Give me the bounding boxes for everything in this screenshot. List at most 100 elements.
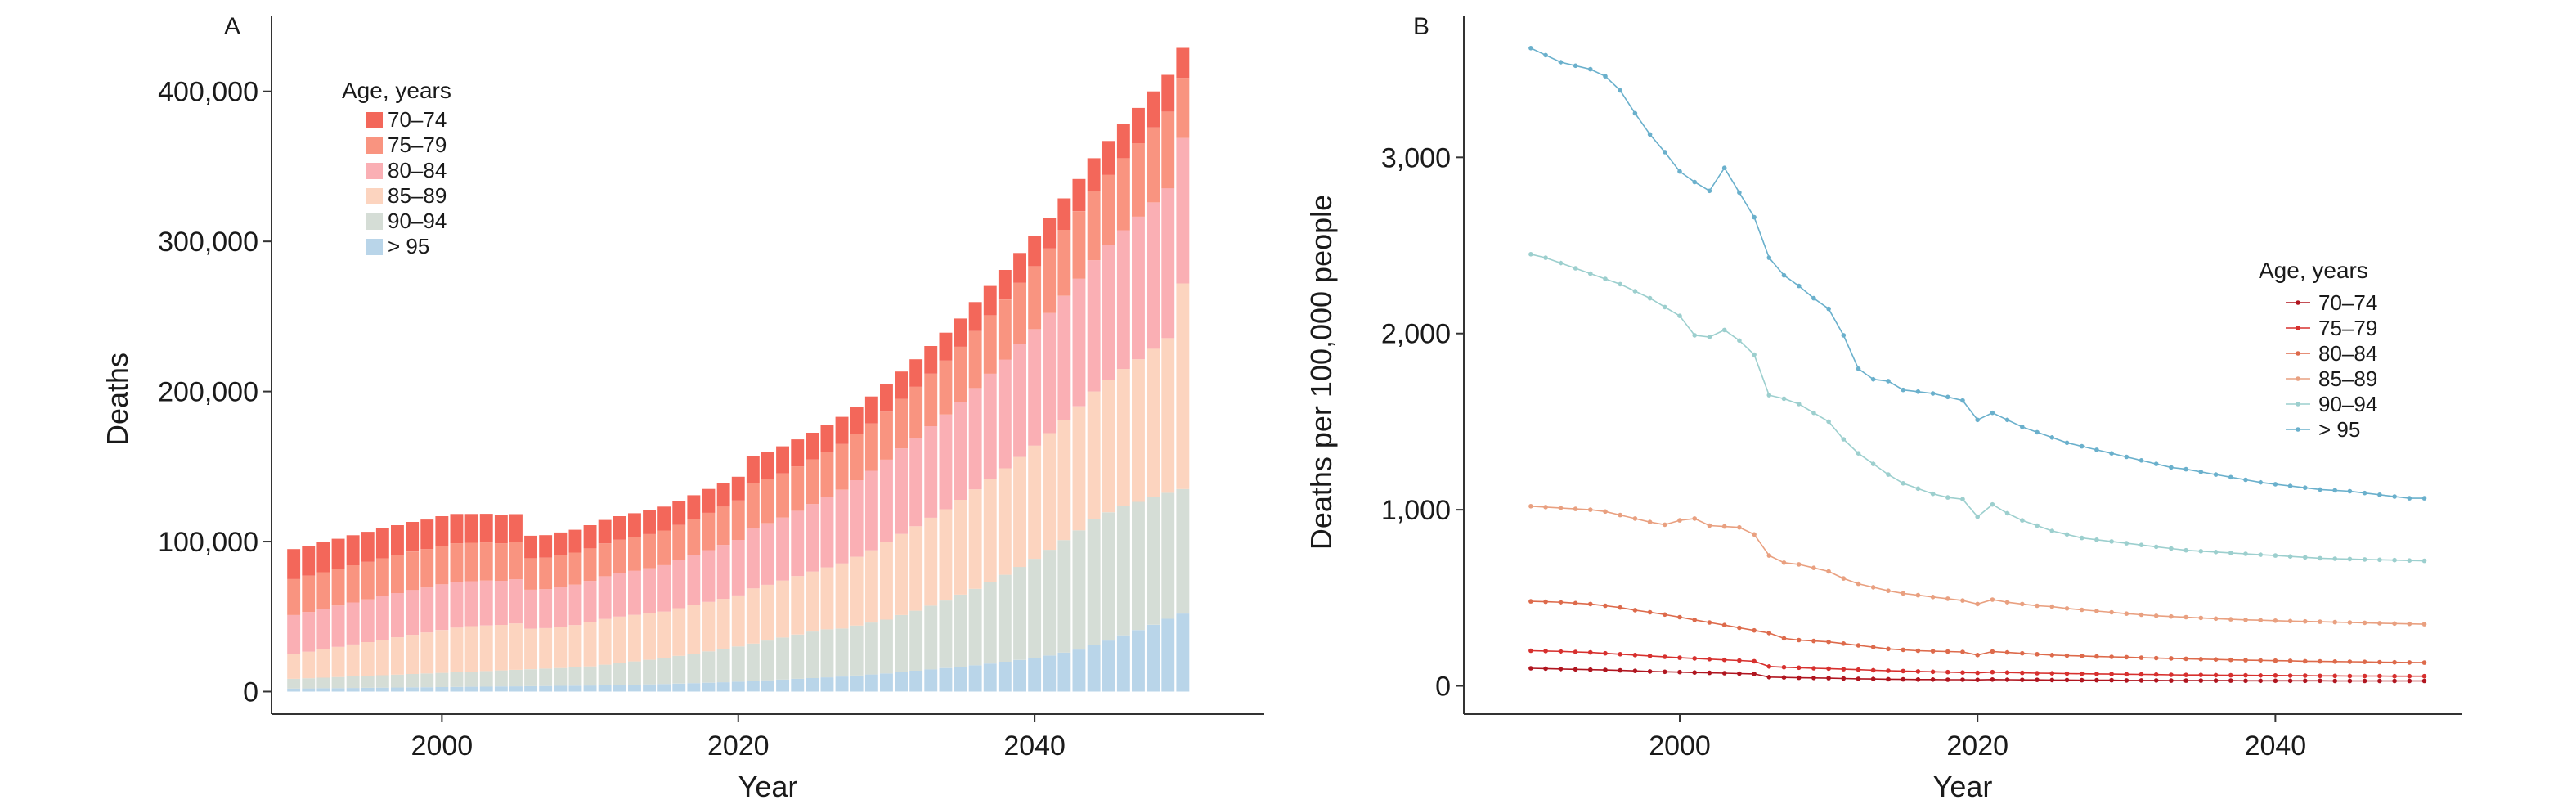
bar-1996-90-94 [375, 675, 389, 688]
bar-1995-95 [361, 687, 375, 692]
point-2034-90-94 [2183, 547, 2188, 553]
bar-2001-90-94 [450, 672, 464, 687]
point-2003-75-79 [1721, 657, 1727, 663]
point-2037-90-94 [2228, 551, 2233, 555]
bar-2023-75-79 [776, 473, 789, 518]
bar-2034-95 [939, 667, 953, 692]
point-2031-90-94 [2138, 542, 2144, 547]
legend-label: 70–74 [2318, 290, 2377, 315]
point-2024-90-94 [2035, 523, 2040, 528]
point-2011-85-89 [1841, 576, 1847, 581]
point-2026-70-74 [2064, 677, 2070, 683]
point-2004-90-94 [1737, 338, 1742, 344]
point-2018-70-74 [1945, 677, 1950, 682]
bar-1993-75-79 [331, 569, 345, 606]
bar-2010-80-84 [583, 581, 597, 622]
point-2037-75-79 [2228, 672, 2233, 678]
point-2036-75-79 [2213, 672, 2219, 678]
bar-2009-75-79 [568, 552, 582, 585]
bar-2030-80-84 [880, 459, 893, 542]
point-2035-90-94 [2198, 549, 2204, 554]
bar-2021-75-79 [746, 483, 760, 528]
point-2024-95 [2035, 429, 2040, 435]
point-2039-95 [2258, 479, 2263, 485]
point-2015-75-79 [1901, 668, 1905, 674]
bar-2048-70-74 [1147, 91, 1160, 128]
bar-2046-90-94 [1116, 506, 1130, 636]
point-2019-75-79 [1960, 670, 1965, 675]
point-2016-70-74 [1915, 677, 1921, 682]
point-2024-75-79 [2035, 671, 2040, 676]
panel-a-stacked-bar-chart: A 0 100,000 200,000 300,000 400,000 2000 2020… [101, 13, 1264, 803]
point-2020-85-89 [1975, 601, 1980, 607]
legend-swatch-85-89 [366, 188, 383, 204]
point-2028-85-89 [2094, 609, 2099, 613]
bar-2044-70-74 [1087, 158, 1101, 191]
bar-2004-95 [494, 686, 508, 692]
point-1998-75-79 [1647, 654, 1653, 658]
point-2042-85-89 [2303, 618, 2308, 624]
point-1999-75-79 [1663, 654, 1667, 659]
bar-2019-70-74 [716, 483, 730, 507]
point-1994-95 [1588, 66, 1593, 72]
point-2008-85-89 [1796, 562, 1802, 567]
point-2026-85-89 [2064, 606, 2070, 611]
bar-2038-95 [998, 662, 1012, 692]
point-2041-95 [2287, 483, 2293, 488]
bar-2045-80-84 [1102, 245, 1115, 380]
point-2002-75-79 [1707, 657, 1712, 662]
point-2002-90-94 [1707, 335, 1712, 339]
point-2044-90-94 [2332, 556, 2337, 561]
bar-1999-80-84 [420, 587, 434, 633]
point-1997-95 [1632, 110, 1638, 116]
bar-2049-80-84 [1161, 188, 1175, 339]
bar-2033-75-79 [924, 373, 938, 426]
y-tick-label: 400,000 [158, 77, 258, 108]
point-2004-85-89 [1737, 524, 1742, 530]
bar-2022-75-79 [761, 479, 774, 524]
point-1990-75-79 [1528, 648, 1533, 654]
bar-1992-80-84 [316, 609, 330, 649]
bar-2049-90-94 [1161, 492, 1175, 619]
panel-a-label: A [224, 13, 240, 40]
bar-2020-80-84 [731, 540, 745, 596]
bar-2009-70-74 [568, 529, 582, 553]
point-2038-95 [2243, 477, 2248, 483]
point-2042-90-94 [2303, 555, 2308, 560]
bar-2029-75-79 [864, 423, 878, 471]
bar-2010-70-74 [583, 525, 597, 549]
panel-b-x-axis-title: Year [1933, 770, 1993, 803]
bar-2040-95 [1028, 658, 1042, 692]
bar-2019-75-79 [716, 506, 730, 546]
bar-2015-70-74 [657, 506, 671, 531]
point-1993-75-79 [1573, 649, 1578, 654]
bar-1999-85-89 [420, 632, 434, 674]
bar-2029-95 [864, 674, 878, 692]
point-1997-90-94 [1632, 289, 1638, 294]
x-tick-label: 2000 [1649, 730, 1711, 762]
point-1994-75-79 [1588, 649, 1593, 655]
point-2023-75-79 [2020, 670, 2025, 676]
bar-2012-85-89 [613, 616, 626, 663]
bar-2023-90-94 [776, 637, 789, 680]
point-2011-70-74 [1841, 676, 1847, 681]
point-2044-80-84 [2332, 659, 2337, 664]
bar-2042-75-79 [1057, 230, 1071, 296]
point-2039-85-89 [2258, 618, 2263, 622]
bar-2028-75-79 [850, 434, 864, 480]
bar-2003-70-74 [479, 514, 493, 543]
point-2010-90-94 [1826, 419, 1831, 425]
bar-2034-80-84 [939, 414, 953, 510]
bar-1992-85-89 [316, 649, 330, 678]
point-2013-80-84 [1870, 645, 1876, 649]
x-tick-label: 2000 [411, 730, 473, 762]
point-2036-95 [2213, 472, 2219, 477]
point-2017-85-89 [1930, 595, 1936, 600]
point-2022-80-84 [2004, 649, 2010, 655]
bar-2009-90-94 [568, 667, 582, 686]
point-2023-90-94 [2020, 518, 2025, 523]
bar-2026-70-74 [820, 425, 834, 452]
point-1992-70-74 [1558, 667, 1564, 672]
point-1995-70-74 [1603, 667, 1608, 672]
bar-2016-85-89 [672, 608, 686, 656]
